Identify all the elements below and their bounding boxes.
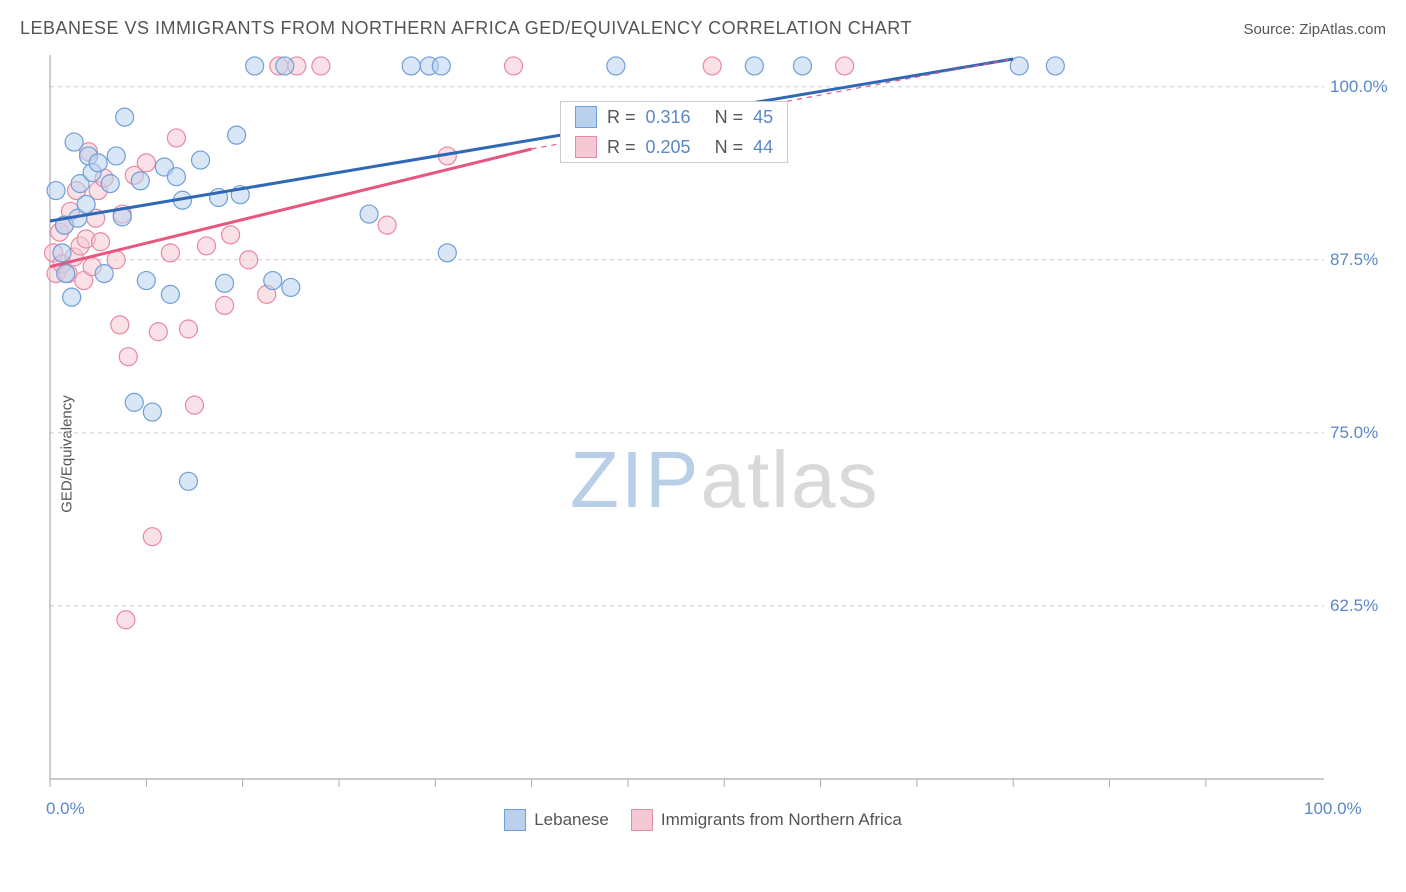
- data-point: [63, 288, 81, 306]
- data-point: [402, 57, 420, 75]
- data-point: [216, 296, 234, 314]
- data-point: [107, 147, 125, 165]
- chart-legend: Lebanese Immigrants from Northern Africa: [0, 809, 1406, 831]
- data-point: [185, 396, 203, 414]
- data-point: [246, 57, 264, 75]
- r-value: 0.316: [646, 107, 691, 128]
- data-point: [125, 393, 143, 411]
- data-point: [1046, 57, 1064, 75]
- y-tick-label: 62.5%: [1330, 596, 1378, 616]
- data-point: [57, 265, 75, 283]
- legend-label: Immigrants from Northern Africa: [661, 810, 902, 830]
- y-tick-label: 100.0%: [1330, 77, 1388, 97]
- legend-swatch-icon: [631, 809, 653, 831]
- data-point: [65, 133, 83, 151]
- data-point: [179, 320, 197, 338]
- data-point: [117, 611, 135, 629]
- chart-header: LEBANESE VS IMMIGRANTS FROM NORTHERN AFR…: [0, 0, 1406, 39]
- data-point: [77, 195, 95, 213]
- n-value: 44: [753, 137, 773, 158]
- data-point: [167, 129, 185, 147]
- data-point: [137, 154, 155, 172]
- data-point: [131, 172, 149, 190]
- data-point: [432, 57, 450, 75]
- chart-source: Source: ZipAtlas.com: [1243, 21, 1386, 38]
- data-point: [607, 57, 625, 75]
- legend-swatch-icon: [504, 809, 526, 831]
- data-point: [179, 472, 197, 490]
- r-label: R =: [607, 107, 636, 128]
- data-point: [360, 205, 378, 223]
- data-point: [703, 57, 721, 75]
- correlation-stats-box: R = 0.316 N = 45 R = 0.205 N = 44: [560, 101, 788, 163]
- data-point: [92, 233, 110, 251]
- data-point: [282, 278, 300, 296]
- data-point: [143, 403, 161, 421]
- data-point: [89, 154, 107, 172]
- data-point: [95, 265, 113, 283]
- data-point: [794, 57, 812, 75]
- data-point: [119, 348, 137, 366]
- legend-item: Lebanese: [504, 809, 609, 831]
- r-label: R =: [607, 137, 636, 158]
- r-value: 0.205: [646, 137, 691, 158]
- data-point: [161, 285, 179, 303]
- data-point: [836, 57, 854, 75]
- legend-label: Lebanese: [534, 810, 609, 830]
- data-point: [312, 57, 330, 75]
- data-point: [161, 244, 179, 262]
- stats-row: R = 0.205 N = 44: [561, 132, 787, 162]
- data-point: [438, 244, 456, 262]
- data-point: [143, 528, 161, 546]
- data-point: [378, 216, 396, 234]
- data-point: [505, 57, 523, 75]
- series-swatch-icon: [575, 106, 597, 128]
- data-point: [240, 251, 258, 269]
- data-point: [53, 244, 71, 262]
- data-point: [198, 237, 216, 255]
- data-point: [137, 272, 155, 290]
- data-point: [228, 126, 246, 144]
- stats-row: R = 0.316 N = 45: [561, 102, 787, 132]
- data-point: [192, 151, 210, 169]
- data-point: [167, 168, 185, 186]
- data-point: [116, 108, 134, 126]
- data-point: [745, 57, 763, 75]
- data-point: [101, 175, 119, 193]
- data-point: [276, 57, 294, 75]
- data-point: [222, 226, 240, 244]
- data-point: [264, 272, 282, 290]
- n-value: 45: [753, 107, 773, 128]
- series-swatch-icon: [575, 136, 597, 158]
- data-point: [111, 316, 129, 334]
- y-tick-label: 87.5%: [1330, 250, 1378, 270]
- chart-title: LEBANESE VS IMMIGRANTS FROM NORTHERN AFR…: [20, 18, 912, 39]
- data-point: [216, 274, 234, 292]
- scatter-plot: [44, 49, 1384, 849]
- data-point: [149, 323, 167, 341]
- n-label: N =: [715, 137, 744, 158]
- chart-area: GED/Equivalency ZIPatlas R =0.316N =45R …: [0, 39, 1406, 869]
- regression-line: [50, 59, 1013, 221]
- legend-item: Immigrants from Northern Africa: [631, 809, 902, 831]
- y-tick-label: 75.0%: [1330, 423, 1378, 443]
- n-label: N =: [715, 107, 744, 128]
- data-point: [47, 182, 65, 200]
